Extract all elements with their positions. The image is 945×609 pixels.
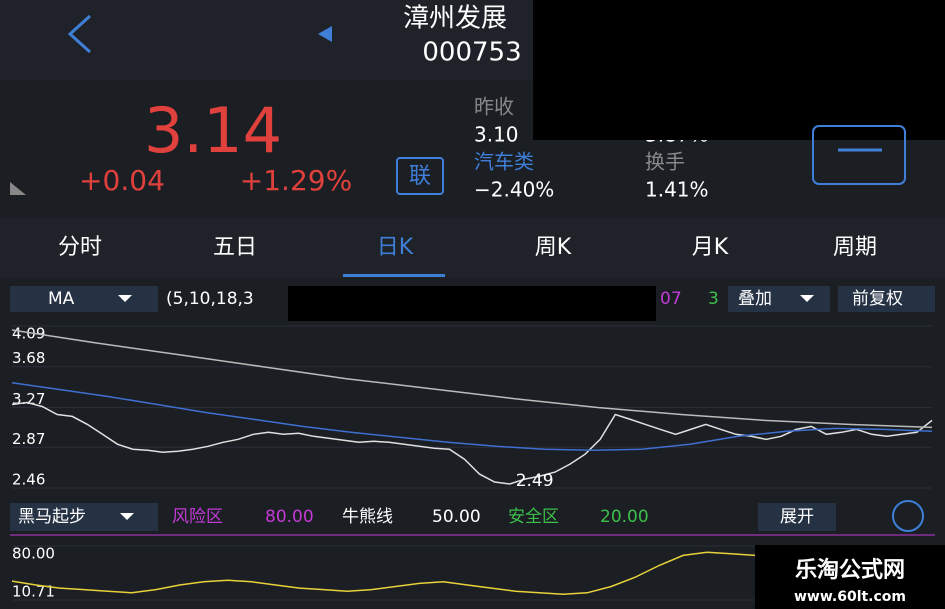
safe-label: 安全区 [508,507,559,527]
tab[interactable]: 月K [692,235,729,260]
ma-selector-box[interactable] [10,286,158,312]
bull-value: 50.00 [432,507,481,527]
link-badge-box[interactable] [396,157,444,195]
menu-button[interactable] [812,125,906,185]
watermark-name: 乐淘公式网 [795,557,905,583]
expand-box[interactable] [758,503,836,531]
ma-tail: 3 [708,289,719,309]
indicator-selector-box[interactable] [10,503,158,531]
tab[interactable]: 周期 [833,235,877,260]
y-tick-label: 2.87 [12,430,45,448]
watermark-box [755,545,945,609]
stock-code: 000753 [422,38,521,68]
sector-change: −2.40% [474,178,554,202]
dropdown-arrow [118,295,132,302]
overlay[interactable]: 叠加 [738,289,772,309]
series-line [11,551,756,596]
adjust-box[interactable] [838,286,935,312]
prev-close: 3.10 [474,123,519,147]
bull-label: 牛熊线 [342,507,393,527]
safe-value: 20.00 [600,507,649,527]
ma-selector[interactable]: MA [48,289,75,309]
tab[interactable]: 周K [535,235,572,260]
change-pct: +1.29% [240,164,352,197]
fullscreen-button[interactable] [892,500,924,532]
series-line [11,329,933,429]
corner-icon [10,182,26,195]
expand[interactable]: 展开 [780,507,814,527]
redaction [533,0,945,140]
watermark-url: www.60lt.com [794,589,906,605]
ma-params: (5,10,18,3 [166,289,254,309]
y-tick-label: 2.46 [12,471,45,489]
y-tick-label: 4.09 [12,325,45,343]
tab-underline [343,274,445,277]
tab[interactable]: 分时 [58,235,102,260]
risk-value: 80.00 [265,507,314,527]
low-annotation: 2.49 [516,471,554,491]
turnover-label: 换手 [645,150,685,174]
tab-bar [0,218,945,278]
prev-close-label: 昨收 [474,95,514,119]
risk-label: 风险区 [172,507,223,527]
indicator-selector[interactable]: 黑马起步 [18,507,86,527]
dropdown-arrow [120,513,134,520]
adjust[interactable]: 前复权 [852,289,903,309]
tab[interactable]: 五日 [213,235,257,260]
change: +0.04 [79,164,165,197]
back-button[interactable] [67,14,92,54]
y-tick-label: 3.68 [12,349,45,367]
series-line [11,381,933,451]
turnover: 1.41% [645,178,709,202]
stock-name: 漳州发展 [403,4,507,34]
ma-tail: 07 [660,289,682,309]
tab[interactable]: 日K [377,235,414,260]
prev-stock[interactable] [318,26,332,42]
link-badge[interactable]: 联 [409,164,431,189]
y-tick-label: 10.71 [12,583,55,601]
y-tick-label: 80.00 [12,545,55,563]
redaction [288,286,656,321]
price: 3.14 [144,94,282,167]
sector[interactable]: 汽车类 [474,150,534,174]
overlay-box[interactable] [728,286,830,312]
dropdown-arrow [800,295,814,302]
series-line [11,401,933,485]
